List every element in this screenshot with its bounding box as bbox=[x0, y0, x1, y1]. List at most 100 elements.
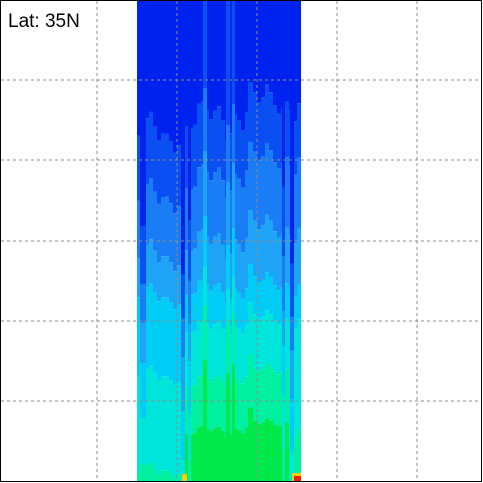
heatmap-cell bbox=[277, 1, 281, 114]
heatmap-cell bbox=[253, 367, 257, 422]
heatmap-cell bbox=[285, 283, 289, 319]
heatmap-cell bbox=[226, 288, 230, 324]
heatmap-cell bbox=[209, 1, 213, 120]
heatmap-cell bbox=[277, 168, 281, 238]
heatmap-cell bbox=[137, 297, 141, 378]
heatmap-cell bbox=[153, 250, 157, 293]
heatmap-cell bbox=[290, 316, 294, 351]
heatmap-cell bbox=[188, 158, 191, 220]
heatmap-cell bbox=[245, 324, 249, 377]
heatmap-cell bbox=[237, 1, 241, 121]
heatmap-cell bbox=[248, 407, 253, 481]
heatmap-cell bbox=[203, 87, 207, 151]
heatmap-cell bbox=[197, 103, 201, 168]
heatmap-cell bbox=[137, 135, 141, 201]
heatmap-cell bbox=[193, 384, 197, 434]
heatmap-cell bbox=[290, 263, 294, 317]
heatmap-cell bbox=[145, 369, 149, 466]
heatmap-cell bbox=[257, 371, 261, 424]
heatmap-cell bbox=[185, 386, 189, 435]
heatmap-cell bbox=[203, 1, 207, 88]
heatmap-cell bbox=[209, 381, 213, 432]
heatmap-cell bbox=[188, 361, 191, 414]
heatmap-cell bbox=[237, 292, 241, 329]
heatmap-cell bbox=[169, 141, 173, 204]
heatmap-cell bbox=[169, 473, 173, 481]
heatmap-cell bbox=[221, 430, 225, 481]
heatmap-cell bbox=[253, 276, 257, 315]
heatmap-cell bbox=[193, 248, 197, 294]
heatmap-cell bbox=[193, 331, 197, 385]
heatmap-cell bbox=[257, 102, 261, 161]
heatmap-cell bbox=[293, 121, 297, 175]
heatmap-cell bbox=[213, 236, 217, 286]
heatmap-cell bbox=[213, 324, 217, 378]
heatmap-cell bbox=[153, 126, 157, 192]
heatmap-cell bbox=[282, 1, 285, 131]
heatmap-cell bbox=[161, 376, 165, 471]
heatmap-cell bbox=[285, 1, 289, 102]
heatmap-cell bbox=[273, 371, 277, 425]
heatmap-cell bbox=[181, 318, 185, 358]
heatmap-cell bbox=[285, 227, 289, 284]
heatmap-cell bbox=[237, 178, 241, 244]
heatmap-cell bbox=[213, 428, 217, 481]
heatmap-cell bbox=[157, 473, 161, 481]
heatmap-cell bbox=[241, 333, 245, 384]
heatmap-cell bbox=[169, 262, 173, 302]
heatmap-cell bbox=[213, 110, 217, 173]
heatmap-cell bbox=[177, 304, 181, 382]
heatmap-cell bbox=[165, 1, 169, 134]
heatmap-cell bbox=[297, 228, 301, 285]
heatmap-cell bbox=[217, 106, 221, 168]
heatmap-cell bbox=[188, 280, 191, 324]
heatmap-cell bbox=[232, 1, 235, 105]
heatmap-cell bbox=[145, 244, 149, 288]
heatmap-cell bbox=[257, 423, 261, 481]
heatmap-cell bbox=[277, 290, 281, 325]
heatmap-cell bbox=[188, 413, 191, 462]
heatmap-cell bbox=[269, 220, 273, 277]
heatmap-cell bbox=[149, 239, 153, 284]
heatmap-cell bbox=[197, 321, 201, 377]
heatmap-cell bbox=[157, 301, 161, 381]
heatmap-cell bbox=[253, 220, 257, 277]
heatmap-cell bbox=[261, 155, 265, 226]
heatmap-cell bbox=[241, 1, 245, 131]
heatmap-cell bbox=[265, 143, 269, 215]
heatmap-cell bbox=[229, 335, 233, 386]
heatmap-cell bbox=[248, 354, 253, 408]
heatmap-cell bbox=[282, 256, 285, 311]
heatmap-cell bbox=[229, 190, 233, 255]
heatmap-hot-cell bbox=[182, 474, 187, 481]
heatmap-cell bbox=[269, 314, 273, 367]
heatmap-cell bbox=[273, 105, 277, 163]
heatmap-cell bbox=[149, 283, 153, 366]
heatmap-cell bbox=[209, 290, 213, 329]
heatmap-cell bbox=[293, 174, 297, 244]
heatmap-cell bbox=[229, 133, 233, 191]
heatmap-cell bbox=[197, 1, 201, 104]
heatmap-cell bbox=[177, 206, 181, 266]
heatmap-cell bbox=[165, 196, 169, 257]
heatmap-cell bbox=[149, 462, 153, 481]
heatmap-cell bbox=[273, 1, 277, 106]
heatmap-cell bbox=[173, 213, 177, 272]
heatmap-cell bbox=[282, 395, 285, 450]
heatmap-cell bbox=[140, 418, 146, 464]
heatmap-cell bbox=[273, 162, 277, 232]
heatmap-cell bbox=[265, 272, 269, 311]
heatmap-cell bbox=[185, 332, 189, 387]
heatmap-cell bbox=[273, 424, 277, 481]
heatmap-cell bbox=[297, 103, 301, 158]
heatmap-cell bbox=[248, 1, 253, 83]
heatmap-cell bbox=[257, 229, 261, 283]
heatmap-cell bbox=[237, 328, 241, 380]
heatmap-cell bbox=[277, 324, 281, 375]
heatmap-cell bbox=[253, 92, 257, 152]
heatmap-cell bbox=[185, 126, 189, 189]
heatmap-cell bbox=[137, 258, 141, 298]
heatmap-cell bbox=[181, 459, 185, 481]
heatmap-cell bbox=[241, 433, 245, 481]
